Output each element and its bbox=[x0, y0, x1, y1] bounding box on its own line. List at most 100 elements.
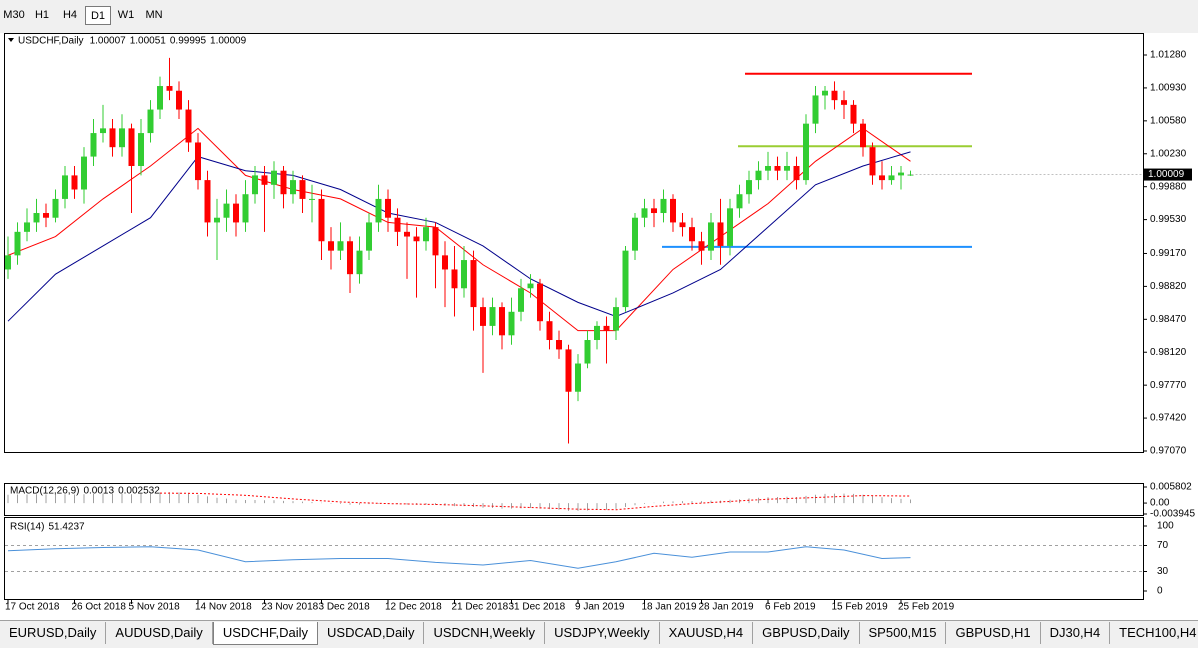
candle-body bbox=[385, 198, 391, 218]
toolbar: M30 H1 H4 D1 W1 MN bbox=[0, 0, 1198, 33]
x-tick-label: 9 Jan 2019 bbox=[575, 602, 625, 613]
candle-body bbox=[736, 194, 743, 209]
candle-body bbox=[147, 109, 154, 134]
symbol-tab[interactable]: EURUSD,Daily bbox=[0, 622, 107, 644]
y-tick-label: 0.98470 bbox=[1150, 314, 1187, 325]
candle-body bbox=[109, 128, 116, 148]
timeframe-button[interactable]: H4 bbox=[62, 9, 78, 21]
timeframe-button[interactable]: MN bbox=[145, 9, 163, 21]
symbol-tab[interactable]: XAUUSD,H4 bbox=[660, 622, 754, 644]
candle-body bbox=[575, 363, 581, 392]
candle-body bbox=[43, 213, 49, 218]
symbol-tab[interactable]: DJ30,H4 bbox=[1041, 622, 1111, 644]
ohlc-value: 1.00009 bbox=[210, 36, 247, 47]
moving-average bbox=[7, 127, 911, 332]
symbol-tab[interactable]: USDCHF,Daily bbox=[212, 622, 319, 645]
candle-body bbox=[100, 128, 106, 134]
candle-body bbox=[176, 90, 182, 110]
x-tick-label: 6 Feb 2019 bbox=[765, 602, 816, 613]
x-tick-label: 17 Oct 2018 bbox=[5, 602, 60, 613]
candle-body bbox=[869, 147, 876, 176]
candle-body bbox=[413, 236, 420, 242]
candle-body bbox=[556, 340, 562, 350]
candle-body bbox=[470, 260, 477, 308]
candle-body bbox=[451, 269, 458, 289]
candle-body bbox=[860, 123, 866, 148]
chart-window: USDCHF,Daily 1.00007 1.00051 0.99995 1.00009… bbox=[0, 33, 1198, 620]
candle-body bbox=[565, 349, 572, 392]
candle-body bbox=[432, 227, 439, 256]
symbol-tab[interactable]: GBPUSD,Daily bbox=[753, 622, 860, 644]
candle-body bbox=[223, 203, 230, 218]
x-tick-label: 5 Nov 2018 bbox=[129, 602, 181, 613]
candle-body bbox=[603, 325, 610, 331]
candle-body bbox=[461, 260, 467, 289]
symbol-tab[interactable]: USDJPY,Weekly bbox=[545, 622, 660, 644]
candle-body bbox=[328, 241, 334, 251]
symbol-tab[interactable]: USDCNH,Weekly bbox=[424, 622, 546, 644]
candle-body bbox=[375, 198, 382, 223]
x-tick-label: 3 Dec 2018 bbox=[319, 602, 371, 613]
y-tick-label: 0.99170 bbox=[1150, 248, 1187, 259]
candle-body bbox=[185, 109, 192, 143]
candle-body bbox=[546, 321, 553, 341]
timeframe-button[interactable]: W1 bbox=[117, 9, 135, 21]
candle-body bbox=[204, 180, 211, 223]
candle-body bbox=[290, 180, 296, 195]
candle-body bbox=[660, 198, 667, 214]
x-tick-label: 18 Jan 2019 bbox=[642, 602, 697, 613]
candle-body bbox=[527, 283, 534, 289]
main-panel bbox=[4, 33, 1144, 453]
candle-body bbox=[261, 175, 268, 185]
y-tick-label: 0.97770 bbox=[1150, 380, 1187, 391]
current-price: 1.00009 bbox=[1148, 169, 1185, 180]
candle-body bbox=[793, 165, 800, 181]
y-tick-label: 0.99880 bbox=[1150, 181, 1187, 192]
candle-body bbox=[755, 170, 762, 181]
ohlc-value: 1.00007 bbox=[90, 36, 127, 47]
symbol-tab[interactable]: TECH100,H4 bbox=[1110, 622, 1198, 644]
candle-body bbox=[252, 175, 258, 195]
candle-body bbox=[71, 175, 78, 190]
y-tick-label: 1.00230 bbox=[1150, 148, 1187, 159]
timeframe-button[interactable]: H1 bbox=[34, 9, 50, 21]
candle-body bbox=[394, 217, 401, 232]
candle-body bbox=[480, 307, 486, 326]
symbol-tab[interactable]: AUDUSD,Daily bbox=[106, 622, 213, 644]
candle-body bbox=[632, 217, 638, 251]
candle-body bbox=[698, 241, 705, 251]
y-tick-label: 0.005802 bbox=[1150, 482, 1192, 493]
candle-body bbox=[803, 123, 809, 181]
candle-body bbox=[812, 95, 819, 124]
symbol-tab[interactable]: USDCAD,Daily bbox=[318, 622, 425, 644]
x-tick-label: 21 Dec 2018 bbox=[452, 602, 509, 613]
timeframe-button[interactable]: M30 bbox=[3, 9, 25, 21]
y-tick-label: 0.99530 bbox=[1150, 214, 1187, 225]
candle-body bbox=[280, 170, 287, 195]
y-tick-label: -0.003945 bbox=[1150, 509, 1195, 520]
timeframe-button[interactable]: D1 bbox=[85, 6, 111, 25]
symbol-tabs: EURUSD,Daily AUDUSD,Daily USDCHF,Daily USDC… bbox=[0, 620, 1198, 648]
macd-header: MACD(12,26,9) bbox=[10, 486, 79, 497]
symbol-tab[interactable]: SP500,M15 bbox=[860, 622, 947, 644]
moving-average bbox=[7, 151, 911, 322]
y-tick-label: 0.98120 bbox=[1150, 347, 1187, 358]
candle-body bbox=[356, 250, 363, 275]
candle-body bbox=[271, 170, 277, 185]
candle-body bbox=[822, 90, 828, 96]
candle-body bbox=[831, 90, 838, 101]
candle-body bbox=[774, 165, 781, 171]
macd-signal bbox=[159, 492, 911, 511]
candle-body bbox=[423, 227, 429, 242]
macd-header: 0.002532 bbox=[118, 486, 160, 497]
rsi-line bbox=[7, 546, 911, 569]
symbol-tab[interactable]: GBPUSD,H1 bbox=[946, 622, 1041, 644]
price-label-box bbox=[1144, 168, 1192, 181]
candle-body bbox=[214, 217, 220, 223]
candle-body bbox=[689, 227, 695, 242]
candle-body bbox=[537, 283, 543, 322]
chart-header: USDCHF,Daily bbox=[18, 36, 84, 47]
candle-body bbox=[888, 175, 895, 181]
candle-body bbox=[337, 241, 344, 251]
candle-body bbox=[907, 174, 914, 176]
